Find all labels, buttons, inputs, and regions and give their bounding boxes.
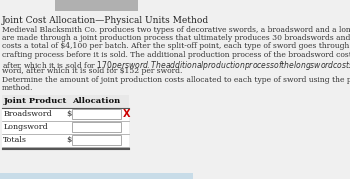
Text: costs a total of $4,100 per batch. After the split-off point, each type of sword: costs a total of $4,100 per batch. After… [2, 42, 350, 50]
Text: word, after which it is sold for $152 per sword.: word, after which it is sold for $152 pe… [2, 67, 183, 75]
Text: Allocation: Allocation [72, 97, 120, 105]
Bar [2, 95, 129, 108]
Text: are made through a joint production process that ultimately produces 30 broadswo: are made through a joint production proc… [2, 34, 350, 42]
Bar [2, 134, 129, 147]
Bar [2, 108, 129, 121]
Text: crafting process before it is sold. The additional production process of the bro: crafting process before it is sold. The … [2, 51, 350, 59]
Bar [2, 121, 129, 134]
FancyBboxPatch shape [71, 135, 121, 145]
Bar [55, 0, 138, 11]
FancyBboxPatch shape [71, 109, 121, 119]
Text: Broadsword: Broadsword [3, 110, 52, 118]
Text: Joint Cost Allocation—Physical Units Method: Joint Cost Allocation—Physical Units Met… [2, 16, 209, 25]
Text: Medieval Blacksmith Co. produces two types of decorative swords, a broadsword an: Medieval Blacksmith Co. produces two typ… [2, 26, 350, 34]
Text: Totals: Totals [3, 136, 27, 144]
Text: method.: method. [2, 84, 34, 92]
Bar [0, 173, 193, 179]
FancyBboxPatch shape [71, 122, 121, 132]
Text: Longsword: Longsword [3, 123, 48, 131]
Text: $: $ [66, 136, 71, 144]
Text: after which it is sold for $170 per sword. The additional production process of : after which it is sold for $170 per swor… [2, 59, 350, 72]
Text: X: X [123, 109, 131, 119]
Text: Joint Product: Joint Product [3, 97, 67, 105]
Text: Determine the amount of joint production costs allocated to each type of sword u: Determine the amount of joint production… [2, 76, 350, 84]
Text: $: $ [66, 110, 71, 118]
